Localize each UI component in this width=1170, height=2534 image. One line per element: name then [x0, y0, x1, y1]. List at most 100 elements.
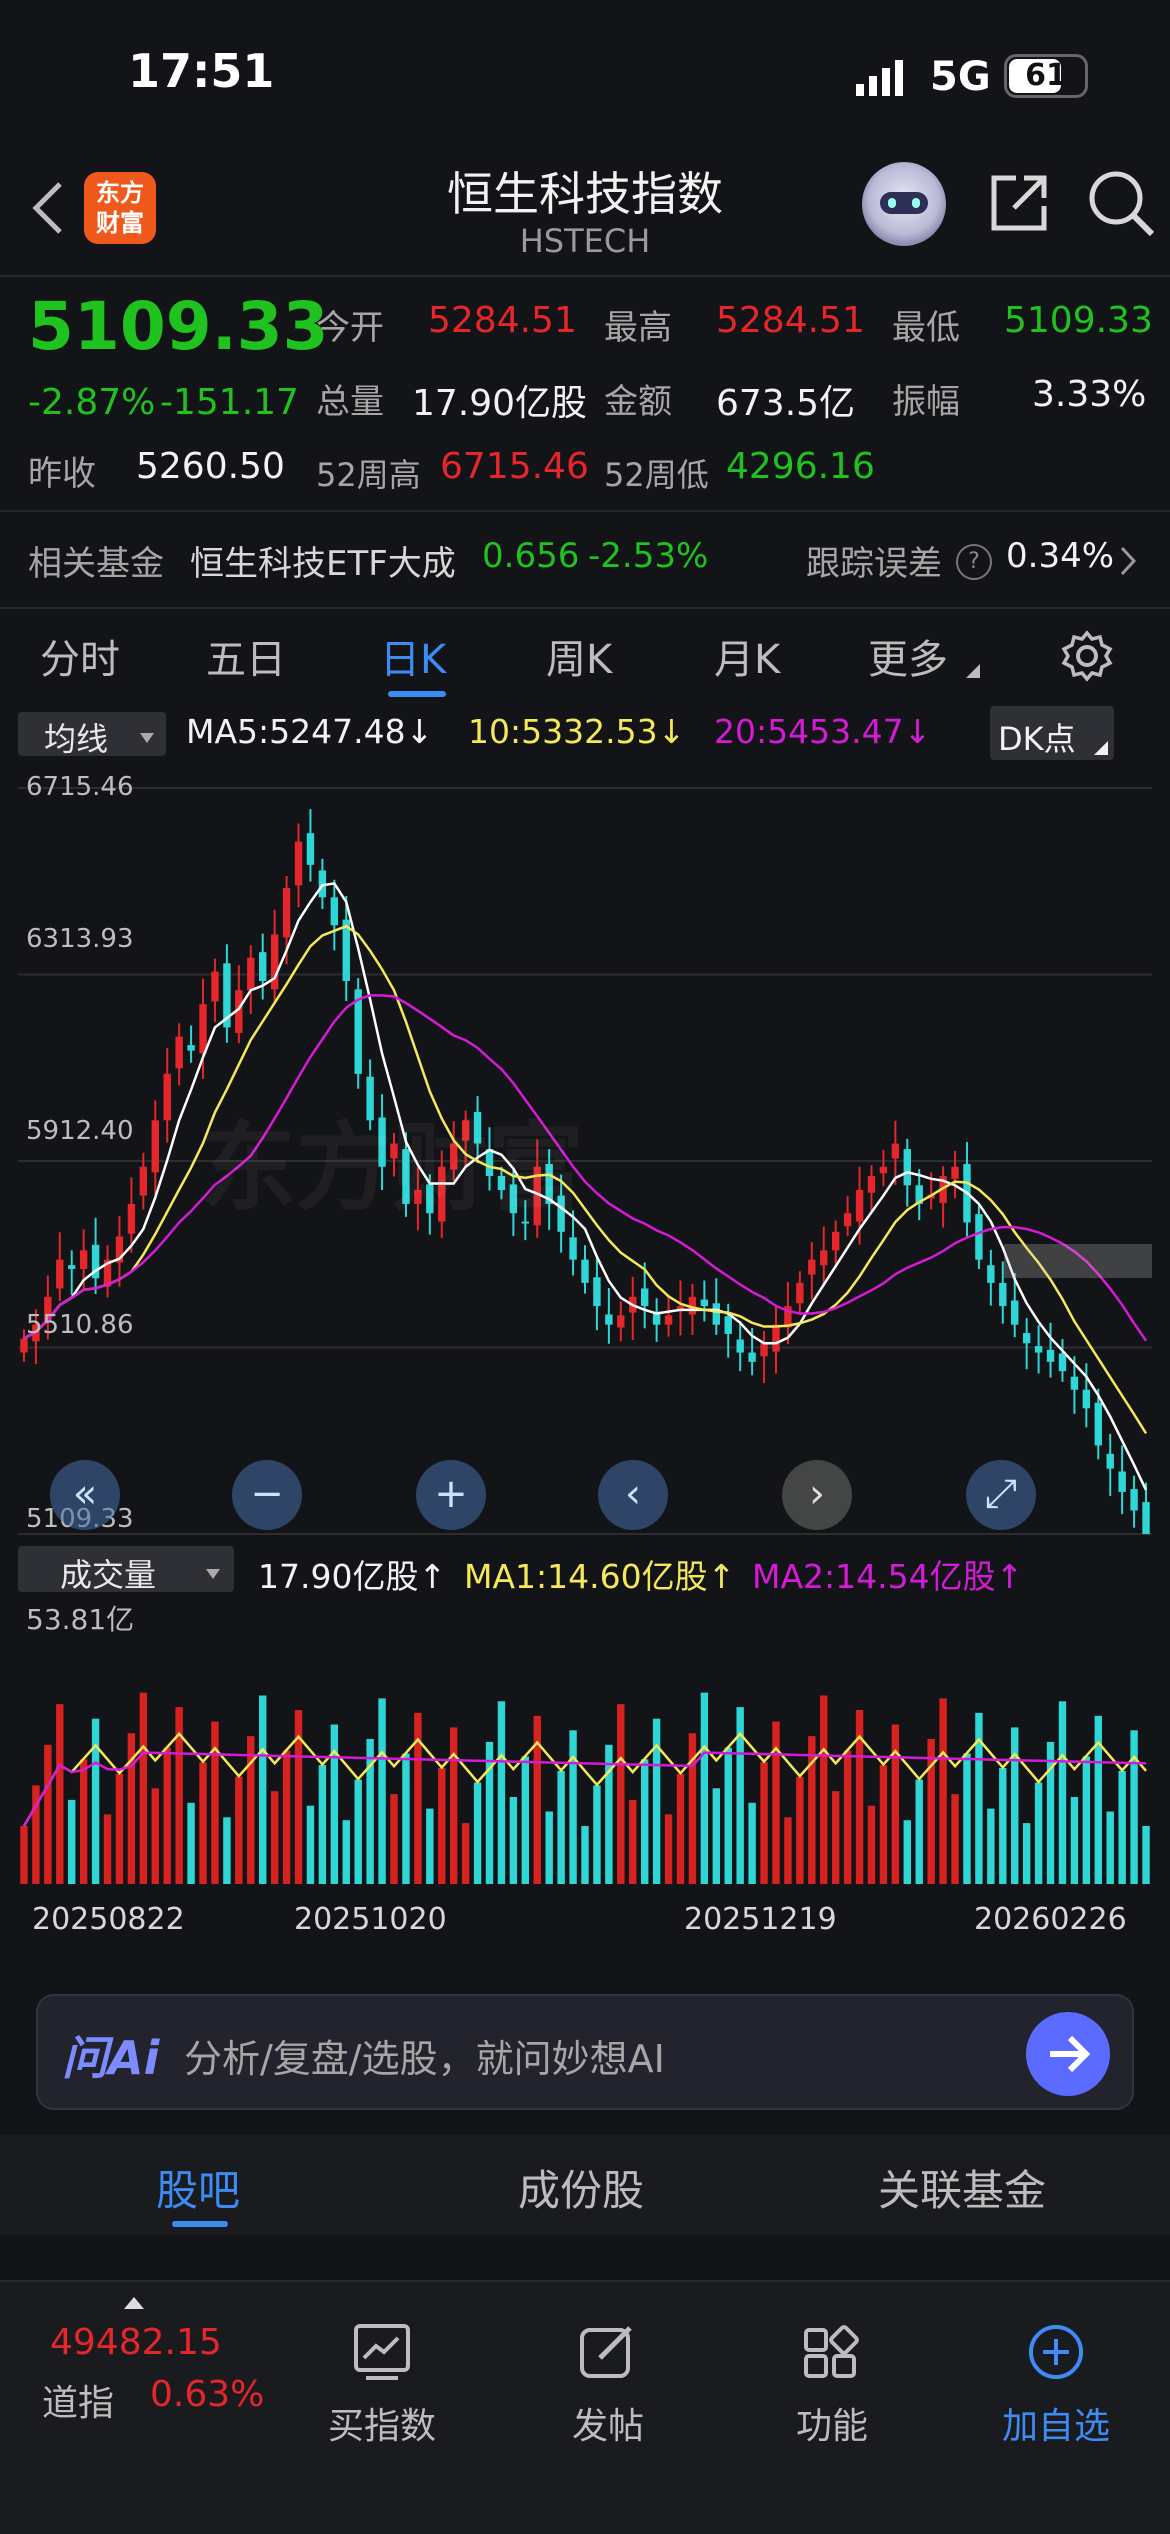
volume-bar	[891, 1724, 900, 1884]
candle	[187, 1045, 195, 1051]
candle	[664, 1315, 673, 1325]
app-logo[interactable]: 东方 财富	[84, 172, 156, 244]
apps-grid-icon	[804, 2325, 859, 2378]
candle	[891, 1143, 900, 1159]
volume-bar	[187, 1802, 195, 1884]
candle	[509, 1184, 518, 1214]
candle	[79, 1250, 88, 1269]
fullscreen-icon[interactable]: ⤢	[966, 1460, 1036, 1530]
candle	[867, 1176, 876, 1193]
candle	[199, 1004, 207, 1054]
volume-chart[interactable]	[18, 1592, 1152, 1884]
volume-bar	[831, 1791, 840, 1884]
indicator-selector-label: 均线	[44, 720, 109, 758]
volume-bar	[521, 1756, 530, 1884]
volume-bar	[605, 1744, 613, 1884]
nav-functions[interactable]: 功能	[752, 2322, 912, 2449]
ai-brand: 问Ai	[62, 2031, 160, 2085]
volume-bar	[700, 1692, 709, 1884]
chevron-right-icon[interactable]	[1118, 544, 1138, 578]
volume-bar	[652, 1718, 661, 1884]
candlestick-chart[interactable]	[18, 768, 1152, 1540]
candle	[1034, 1346, 1043, 1353]
candle	[808, 1259, 816, 1275]
candle	[676, 1306, 685, 1310]
settings-gear-icon[interactable]	[1060, 629, 1114, 683]
tab-intraday[interactable]: 分时	[40, 637, 120, 683]
volume-value: 17.90亿股	[412, 383, 588, 424]
candle	[56, 1259, 64, 1289]
indicator-selector[interactable]: 均线	[18, 712, 166, 758]
volume-bar	[485, 1741, 494, 1884]
candle	[223, 963, 231, 1028]
candle	[68, 1265, 76, 1269]
tab-daily-k[interactable]: 日K	[380, 637, 447, 683]
candle	[605, 1314, 613, 1325]
scroll-right-icon[interactable]: ›	[782, 1460, 852, 1530]
zoom-out-icon[interactable]: −	[232, 1460, 302, 1530]
tab-related-funds[interactable]: 关联基金	[878, 2166, 1047, 2215]
volume-bar	[211, 1721, 219, 1884]
volume-bar	[259, 1695, 267, 1884]
volume-bar	[1046, 1741, 1055, 1884]
help-icon[interactable]: ?	[956, 544, 992, 580]
zoom-in-icon[interactable]: +	[416, 1460, 486, 1530]
tab-more[interactable]: 更多	[868, 637, 948, 683]
volume-bar	[306, 1805, 315, 1884]
candle	[175, 1036, 183, 1069]
ticker-value[interactable]: 49482.15	[50, 2322, 222, 2363]
fund-name[interactable]: 恒生科技ETF大成	[190, 544, 456, 584]
caret-down-icon	[966, 663, 980, 678]
candle	[796, 1282, 804, 1304]
amount-label: 金额	[604, 382, 672, 422]
volume-bar	[712, 1788, 721, 1884]
ma5-value: MA5:5247.48↓	[186, 712, 434, 751]
back-icon[interactable]	[26, 178, 70, 238]
share-icon[interactable]	[986, 170, 1052, 236]
watermark: 东方财富	[200, 1112, 584, 1224]
ai-robot-avatar[interactable]	[862, 162, 946, 246]
candle	[593, 1277, 601, 1307]
ma10-line	[23, 924, 1148, 1435]
logo-line1: 东方	[96, 179, 144, 207]
high-label: 最高	[604, 308, 672, 348]
ai-input-placeholder[interactable]: 分析/复盘/选股，就问妙想AI	[184, 2037, 665, 2081]
period-tabs: 分时 五日 日K 周K 月K 更多	[0, 605, 1170, 705]
tab-monthly-k[interactable]: 月K	[714, 637, 781, 683]
candle	[736, 1339, 744, 1353]
y-tick-top: 6715.46	[26, 772, 134, 802]
volume-indicator-selector[interactable]: 成交量	[18, 1546, 234, 1594]
ai-search-bar[interactable]: 问Ai 分析/复盘/选股，就问妙想AI	[36, 1994, 1134, 2110]
tab-forum[interactable]: 股吧	[156, 2166, 241, 2215]
tab-constituents[interactable]: 成份股	[518, 2166, 645, 2215]
nav-add-watchlist[interactable]: 加自选	[976, 2322, 1136, 2449]
volume-bar	[199, 1762, 207, 1884]
ticker-name: 道指	[42, 2383, 115, 2424]
dk-points-button[interactable]: DK点	[990, 706, 1114, 760]
search-icon[interactable]	[1086, 168, 1156, 238]
volume-bar	[103, 1814, 112, 1884]
candle	[485, 1149, 494, 1177]
candle	[1094, 1402, 1102, 1446]
signal-icon	[856, 60, 904, 96]
candle	[402, 1149, 410, 1204]
last-price: 5109.33	[28, 288, 329, 365]
active-tab-indicator	[388, 691, 446, 697]
ai-send-button[interactable]	[1026, 2012, 1110, 2096]
candle	[1082, 1389, 1091, 1409]
scroll-left-fast-icon[interactable]: «	[50, 1460, 120, 1530]
nav-buy-index[interactable]: 买指数	[302, 2322, 462, 2449]
related-fund-row[interactable]: 相关基金 恒生科技ETF大成 0.656 -2.53% 跟踪误差 ? 0.34%	[0, 510, 1170, 609]
change-amount: -151.17	[160, 382, 299, 423]
volume-bar	[44, 1744, 52, 1884]
tab-weekly-k[interactable]: 周K	[546, 637, 613, 683]
nav-post[interactable]: 发帖	[528, 2322, 688, 2449]
forum-tab-indicator	[172, 2221, 228, 2227]
tab-5day[interactable]: 五日	[206, 637, 286, 683]
volume-bar	[879, 1765, 888, 1884]
volume-bar	[20, 1826, 28, 1884]
candle	[772, 1324, 780, 1352]
volume-bar	[342, 1820, 350, 1884]
candle	[688, 1296, 697, 1315]
scroll-left-icon[interactable]: ‹	[598, 1460, 668, 1530]
